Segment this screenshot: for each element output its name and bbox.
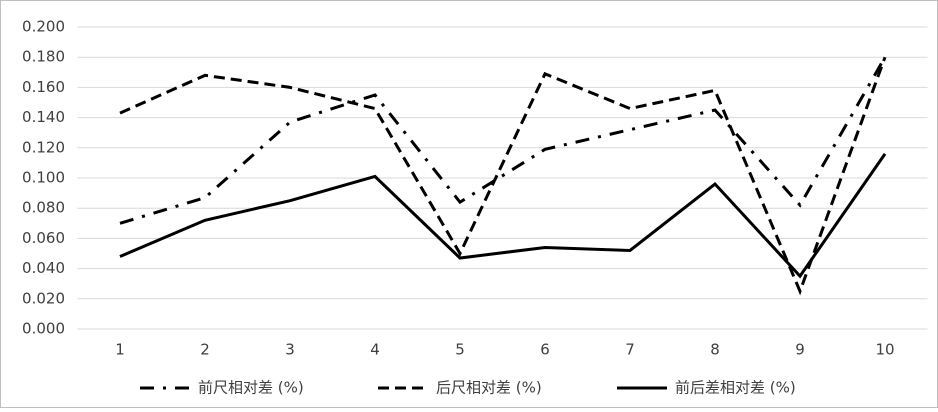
series-line: [119, 56, 887, 296]
y-tick-label: 0.060: [22, 229, 65, 247]
y-tick-label: 0.040: [22, 259, 65, 277]
y-tick-label: 0.020: [22, 289, 65, 307]
y-tick-label: 0.120: [22, 138, 65, 156]
legend-label: 前后差相对差 (%): [675, 379, 796, 397]
x-tick-label: 6: [540, 341, 550, 359]
legend-label: 前尺相对差 (%): [198, 379, 304, 397]
y-tick-label: 0.100: [22, 169, 65, 187]
y-tick-label: 0.000: [22, 320, 65, 338]
x-tick-label: 4: [370, 341, 380, 359]
x-tick-label: 3: [285, 341, 295, 359]
y-tick-label: 0.180: [22, 48, 65, 66]
y-tick-label: 0.080: [22, 199, 65, 217]
x-tick-label: 10: [875, 341, 894, 359]
x-tick-label: 8: [710, 341, 720, 359]
x-tick-label: 9: [795, 341, 805, 359]
y-tick-label: 0.140: [22, 108, 65, 126]
series-line: [119, 56, 887, 225]
y-tick-label: 0.200: [22, 18, 65, 36]
x-tick-label: 1: [115, 341, 125, 359]
legend-label: 后尺相对差 (%): [436, 379, 542, 397]
x-tick-label: 5: [455, 341, 465, 359]
y-tick-label: 0.160: [22, 78, 65, 96]
x-tick-label: 7: [625, 341, 635, 359]
x-tick-label: 2: [200, 341, 210, 359]
series-line: [119, 152, 887, 279]
